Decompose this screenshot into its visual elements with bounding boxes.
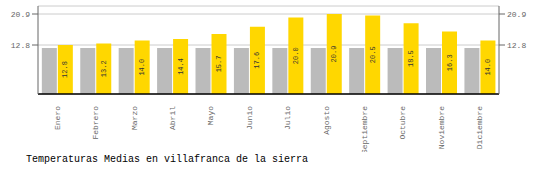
svg-text:Julio: Julio: [283, 106, 292, 130]
svg-text:15.7: 15.7: [215, 56, 223, 73]
svg-text:Enero: Enero: [53, 106, 62, 130]
svg-text:Septiembre: Septiembre: [360, 106, 369, 152]
svg-text:Agosto: Agosto: [322, 106, 331, 135]
svg-text:20.9: 20.9: [507, 10, 526, 19]
svg-text:20.0: 20.0: [292, 47, 300, 64]
svg-text:14.0: 14.0: [484, 59, 492, 76]
svg-text:14.4: 14.4: [177, 58, 185, 75]
svg-text:12.8: 12.8: [61, 61, 69, 78]
svg-text:12.8: 12.8: [11, 41, 30, 50]
svg-text:20.9: 20.9: [330, 46, 338, 63]
svg-text:18.5: 18.5: [407, 50, 415, 67]
svg-text:Febrero: Febrero: [91, 106, 100, 140]
svg-text:12.8: 12.8: [507, 41, 526, 50]
svg-text:13.2: 13.2: [100, 60, 108, 77]
svg-text:Marzo: Marzo: [130, 106, 139, 130]
svg-text:Junio: Junio: [245, 106, 254, 130]
svg-text:Mayo: Mayo: [206, 106, 215, 125]
svg-text:Diciembre: Diciembre: [475, 106, 484, 149]
svg-text:20.5: 20.5: [369, 46, 377, 63]
svg-text:Abril: Abril: [168, 106, 177, 130]
html-text:Temperaturas Medias en villafr: Temperaturas Medias en villafranca de la…: [26, 154, 308, 165]
svg-text:20.9: 20.9: [11, 10, 30, 19]
svg-text:16.3: 16.3: [446, 54, 454, 71]
svg-text:14.0: 14.0: [138, 59, 146, 76]
svg-text:Noviembre: Noviembre: [437, 106, 446, 149]
svg-text:Octubre: Octubre: [398, 106, 407, 140]
svg-text:17.6: 17.6: [253, 52, 261, 69]
